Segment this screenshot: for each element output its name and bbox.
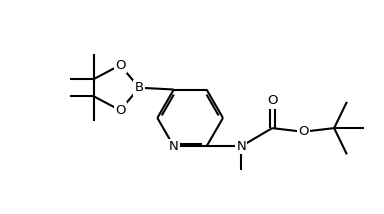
Text: N: N — [236, 140, 246, 153]
Text: O: O — [298, 125, 308, 138]
Text: B: B — [135, 81, 144, 94]
Text: O: O — [267, 94, 277, 107]
Text: O: O — [115, 59, 126, 72]
Text: O: O — [115, 104, 126, 117]
Text: N: N — [169, 140, 179, 153]
